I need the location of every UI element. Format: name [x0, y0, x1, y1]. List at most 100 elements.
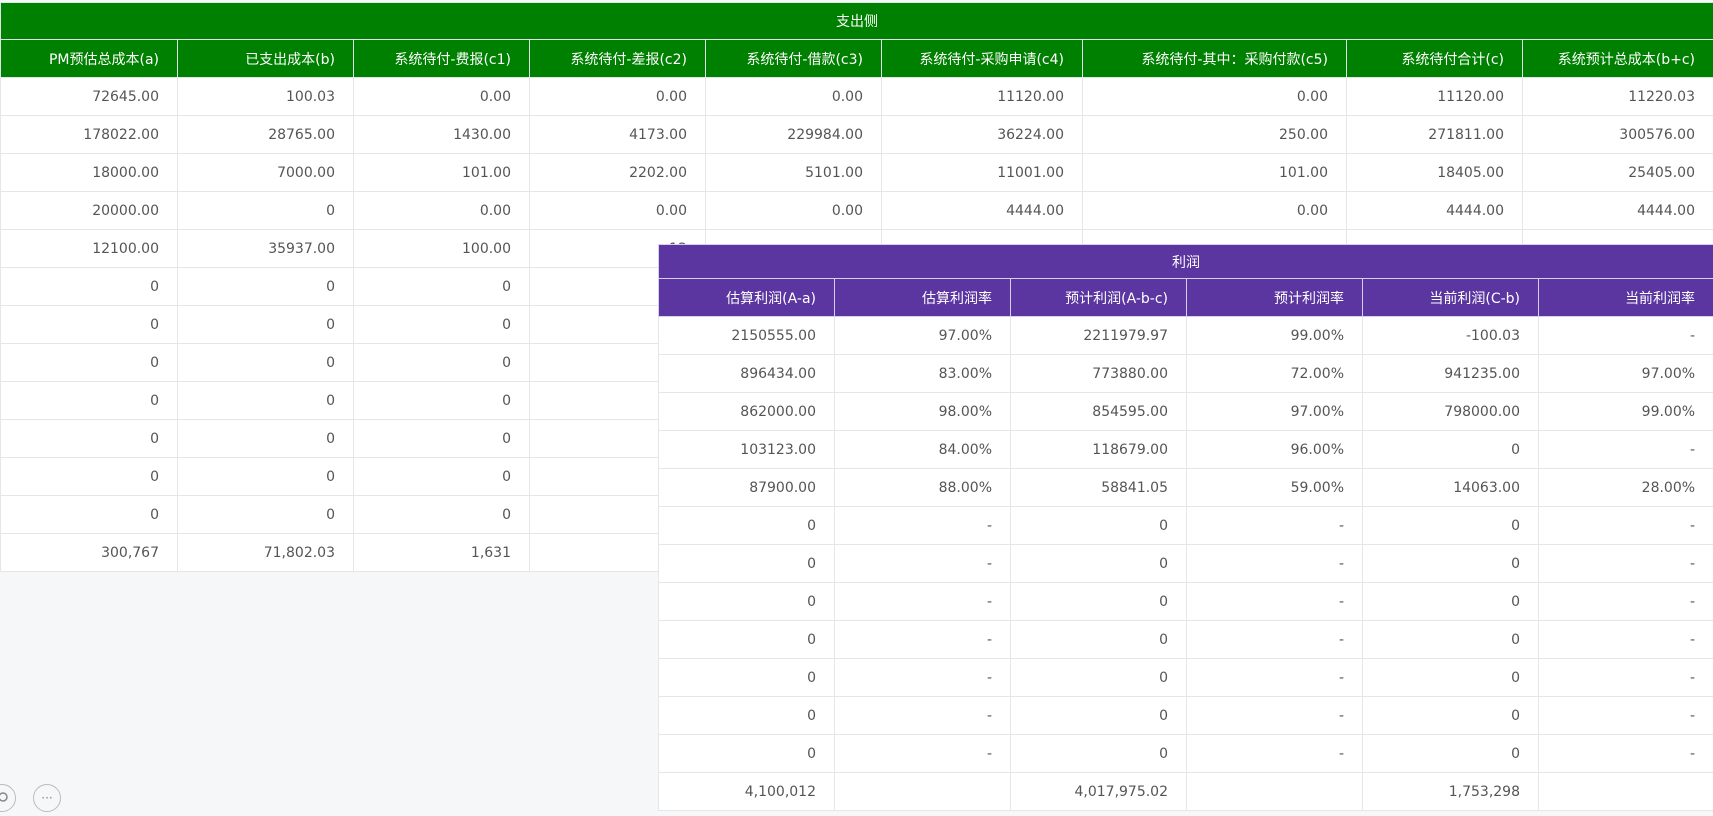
- expense-table-cell: 5101.00: [705, 153, 882, 192]
- magnifier-icon[interactable]: [0, 784, 16, 812]
- expense-table-cell: 229984.00: [705, 115, 882, 154]
- profit-table-cell: 0: [1010, 734, 1187, 773]
- profit-table-cell: -: [1186, 734, 1363, 773]
- expense-table-cell: 101.00: [353, 153, 530, 192]
- expense-table-cell: 0: [353, 305, 530, 344]
- profit-table-cell: 0: [1362, 544, 1539, 583]
- profit-table-cell: 4,017,975.02: [1010, 772, 1187, 811]
- expense-table-cell: 1430.00: [353, 115, 530, 154]
- profit-table: 利润 估算利润(A-a) 估算利润率 预计利润(A-b-c) 预计利润率 当前利润(C-…: [657, 244, 1713, 811]
- expense-table-cell: 0: [0, 305, 178, 344]
- profit-table-cell: 0: [1010, 506, 1187, 545]
- profit-table-cell: -: [1537, 658, 1713, 697]
- expense-table-cell: 300,767: [0, 533, 178, 572]
- expense-table-cell: 0.00: [529, 191, 706, 230]
- profit-table-cell: -: [1186, 696, 1363, 735]
- profit-table-cell: -100.03: [1362, 316, 1539, 355]
- profit-table-cell: 0: [1362, 734, 1539, 773]
- profit-table-cell: -: [834, 544, 1011, 583]
- expense-table-cell: 0.00: [353, 77, 530, 116]
- profit-table-cell: 96.00%: [1186, 430, 1363, 469]
- profit-table-row: 103123.00 84.00% 118679.00 96.00% 0-: [658, 430, 1713, 469]
- expense-table-cell: 35937.00: [177, 229, 354, 268]
- expense-table-cell: 2202.00: [529, 153, 706, 192]
- expense-table-cell: 0: [177, 267, 354, 306]
- profit-table-cell: 896434.00: [658, 354, 835, 393]
- expense-col-header: 系统待付-费报(c1): [353, 39, 530, 78]
- profit-table-cell: 2211979.97: [1010, 316, 1187, 355]
- profit-table-cell: -: [1537, 544, 1713, 583]
- expense-table-cell: 101.00: [1082, 153, 1347, 192]
- profit-table-cell: 941235.00: [1362, 354, 1539, 393]
- profit-table-cell: -: [1537, 696, 1713, 735]
- expense-column-headers: PM预估总成本(a) 已支出成本(b) 系统待付-费报(c1) 系统待付-差报(c2)…: [0, 39, 1713, 78]
- expense-table-row: 178022.00 28765.00 1430.00 4173.00 229984.00…: [0, 115, 1713, 154]
- profit-table-cell: 0: [658, 620, 835, 659]
- profit-col-header: 预计利润(A-b-c): [1010, 278, 1187, 317]
- expense-col-header: 系统待付-借款(c3): [705, 39, 882, 78]
- profit-table-cell: 0: [658, 506, 835, 545]
- expense-table-cell: 18000.00: [0, 153, 178, 192]
- profit-table-cell: 59.00%: [1186, 468, 1363, 507]
- expense-table-cell: 11120.00: [881, 77, 1083, 116]
- expense-table-cell: 28765.00: [177, 115, 354, 154]
- expense-table-cell: 1,631: [353, 533, 530, 572]
- profit-table-cell: 0: [658, 582, 835, 621]
- profit-table-cell: -: [834, 734, 1011, 773]
- profit-table-cell: -: [1186, 544, 1363, 583]
- profit-table-cell: 58841.05: [1010, 468, 1187, 507]
- profit-table-row: 0-0-0-: [658, 734, 1713, 773]
- profit-table-cell: 118679.00: [1010, 430, 1187, 469]
- profit-table-cell: 28.00%: [1537, 468, 1713, 507]
- expense-table-cell: 0: [0, 495, 178, 534]
- profit-table-cell: [1186, 772, 1363, 811]
- profit-table-cell: -: [1186, 582, 1363, 621]
- profit-table-cell: 72.00%: [1186, 354, 1363, 393]
- expense-col-header: 系统待付-其中：采购付款(c5): [1082, 39, 1347, 78]
- profit-col-header: 估算利润(A-a): [658, 278, 835, 317]
- profit-table-cell: 0: [1010, 544, 1187, 583]
- expense-table-cell: 0: [0, 267, 178, 306]
- profit-table-cell: -: [1186, 620, 1363, 659]
- profit-table-row: 0-0-0-: [658, 696, 1713, 735]
- profit-table-cell: 88.00%: [834, 468, 1011, 507]
- expense-col-header: PM预估总成本(a): [0, 39, 178, 78]
- expense-table-cell: 178022.00: [0, 115, 178, 154]
- expense-table-cell: 11120.00: [1346, 77, 1523, 116]
- profit-table-cell: -: [1186, 506, 1363, 545]
- expense-col-header: 系统待付-差报(c2): [529, 39, 706, 78]
- profit-table-row: 87900.00 88.00% 58841.05 59.00% 14063.00 28.0…: [658, 468, 1713, 507]
- profit-table-cell: 0: [1010, 696, 1187, 735]
- expense-table-cell: 0.00: [529, 77, 706, 116]
- profit-table-cell: -: [1537, 582, 1713, 621]
- expense-table-cell: 0: [177, 457, 354, 496]
- profit-col-header: 当前利润率: [1537, 278, 1713, 317]
- expense-table-cell: 4444.00: [1522, 191, 1713, 230]
- profit-table-row: 2150555.00 97.00% 2211979.97 99.00% -100.03-: [658, 316, 1713, 355]
- profit-table-cell: [1537, 772, 1713, 811]
- expense-table-cell: 0: [0, 381, 178, 420]
- profit-total-row: 4,100,012 4,017,975.02 1,753,298: [658, 772, 1713, 811]
- profit-table-cell: -: [834, 582, 1011, 621]
- profit-table-cell: 0: [1010, 620, 1187, 659]
- expense-table-cell: 0: [177, 495, 354, 534]
- expense-table-cell: 0.00: [705, 191, 882, 230]
- profit-table-cell: 2150555.00: [658, 316, 835, 355]
- profit-table-cell: -: [834, 506, 1011, 545]
- profit-col-header: 当前利润(C-b): [1362, 278, 1539, 317]
- expense-table-cell: 0: [177, 419, 354, 458]
- expense-table-cell: 4444.00: [881, 191, 1083, 230]
- expense-table-cell: 20000.00: [0, 191, 178, 230]
- profit-table-cell: 0: [1362, 582, 1539, 621]
- profit-table-cell: 4,100,012: [658, 772, 835, 811]
- expense-table-cell: 0: [353, 419, 530, 458]
- profit-col-header: 估算利润率: [834, 278, 1011, 317]
- expense-table-cell: 100.00: [353, 229, 530, 268]
- profit-table-cell: 0: [1362, 506, 1539, 545]
- expense-table-cell: 18405.00: [1346, 153, 1523, 192]
- profit-table-row: 0-0-0-: [658, 544, 1713, 583]
- profit-table-cell: -: [834, 620, 1011, 659]
- more-dots-icon[interactable]: ···: [33, 784, 61, 812]
- expense-table-cell: 0: [177, 343, 354, 382]
- profit-table-cell: 0: [1362, 696, 1539, 735]
